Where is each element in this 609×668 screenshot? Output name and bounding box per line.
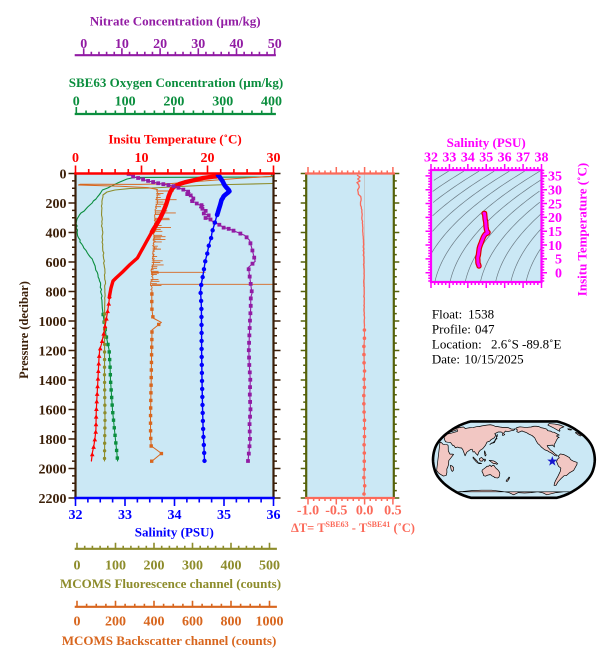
svg-text:30: 30	[548, 184, 562, 199]
svg-text:20: 20	[153, 37, 167, 52]
svg-text:0.0: 0.0	[356, 503, 374, 518]
svg-text:Salinity (PSU): Salinity (PSU)	[447, 135, 526, 150]
svg-text:1800: 1800	[39, 433, 67, 448]
svg-text:0: 0	[73, 95, 80, 110]
svg-text:2.6˚S -89.8˚E: 2.6˚S -89.8˚E	[491, 337, 561, 352]
svg-text:800: 800	[46, 285, 67, 300]
svg-text:0.5: 0.5	[384, 503, 402, 518]
svg-text:800: 800	[221, 615, 242, 630]
svg-text:200: 200	[105, 615, 126, 630]
svg-text:50: 50	[268, 37, 282, 52]
svg-text:Date:: Date:	[432, 352, 460, 367]
svg-text:36: 36	[498, 151, 512, 166]
svg-text:0: 0	[60, 167, 67, 182]
svg-text:MCOMS Backscatter channel (cou: MCOMS Backscatter channel (counts)	[62, 633, 277, 648]
svg-text:33: 33	[442, 151, 456, 166]
svg-text:34: 34	[461, 151, 475, 166]
svg-text:300: 300	[212, 95, 233, 110]
svg-text:25: 25	[548, 197, 562, 212]
svg-text:38: 38	[535, 151, 549, 166]
svg-text:10/15/2025: 10/15/2025	[464, 352, 523, 367]
svg-text:-1.0: -1.0	[297, 503, 319, 518]
svg-text:20: 20	[548, 211, 562, 226]
svg-text:10: 10	[135, 151, 149, 166]
svg-text:0: 0	[555, 267, 562, 282]
svg-text:Insitu Temperature (˚C): Insitu Temperature (˚C)	[575, 163, 590, 296]
svg-text:ΔT= TSBE63 - TSBE41 (˚C): ΔT= TSBE63 - TSBE41 (˚C)	[291, 520, 415, 535]
svg-text:Salinity (PSU): Salinity (PSU)	[135, 525, 214, 540]
svg-text:35: 35	[548, 170, 562, 185]
svg-text:30: 30	[191, 37, 205, 52]
svg-text:30: 30	[267, 151, 281, 166]
svg-text:1600: 1600	[39, 403, 67, 418]
svg-text:SBE63 Oxygen Concentration (µm: SBE63 Oxygen Concentration (µm/kg)	[69, 75, 283, 90]
svg-text:33: 33	[118, 508, 132, 523]
svg-text:400: 400	[46, 226, 67, 241]
svg-text:100: 100	[115, 95, 136, 110]
svg-text:Insitu Temperature (˚C): Insitu Temperature (˚C)	[108, 132, 241, 147]
svg-text:200: 200	[46, 197, 67, 212]
svg-text:34: 34	[168, 508, 182, 523]
svg-text:0: 0	[74, 558, 81, 573]
svg-text:1400: 1400	[39, 374, 67, 389]
svg-text:35: 35	[217, 508, 231, 523]
svg-text:40: 40	[230, 37, 244, 52]
svg-text:500: 500	[259, 558, 280, 573]
svg-text:047: 047	[475, 321, 495, 336]
svg-text:35: 35	[479, 151, 493, 166]
svg-text:36: 36	[267, 508, 281, 523]
svg-text:100: 100	[105, 558, 126, 573]
svg-text:Profile:: Profile:	[432, 321, 471, 336]
svg-text:1000: 1000	[256, 615, 284, 630]
svg-text:2200: 2200	[39, 492, 67, 507]
svg-text:200: 200	[163, 95, 184, 110]
svg-text:1538: 1538	[468, 306, 494, 321]
svg-text:10: 10	[548, 239, 562, 254]
svg-text:400: 400	[221, 558, 242, 573]
svg-text:2000: 2000	[39, 462, 67, 477]
svg-text:Nitrate Concentration (µm/kg): Nitrate Concentration (µm/kg)	[90, 14, 261, 29]
svg-text:400: 400	[144, 615, 165, 630]
svg-text:0: 0	[72, 151, 79, 166]
svg-text:0: 0	[74, 615, 81, 630]
svg-text:Location:: Location:	[432, 337, 482, 352]
svg-text:32: 32	[69, 508, 83, 523]
svg-text:15: 15	[548, 225, 562, 240]
svg-text:600: 600	[46, 256, 67, 271]
svg-text:300: 300	[182, 558, 203, 573]
svg-text:5: 5	[555, 253, 562, 268]
svg-text:32: 32	[424, 151, 438, 166]
svg-text:200: 200	[144, 558, 165, 573]
svg-text:400: 400	[261, 95, 282, 110]
svg-text:Pressure (decibar): Pressure (decibar)	[17, 281, 31, 379]
svg-text:600: 600	[182, 615, 203, 630]
svg-text:Float:: Float:	[432, 306, 462, 321]
svg-text:10: 10	[115, 37, 129, 52]
svg-text:MCOMS Fluorescence channel (co: MCOMS Fluorescence channel (counts)	[60, 576, 281, 591]
svg-text:0: 0	[80, 37, 87, 52]
svg-text:20: 20	[201, 151, 215, 166]
svg-text:1000: 1000	[39, 315, 67, 330]
svg-text:-0.5: -0.5	[325, 503, 347, 518]
svg-text:1200: 1200	[39, 344, 67, 359]
svg-text:37: 37	[516, 151, 530, 166]
